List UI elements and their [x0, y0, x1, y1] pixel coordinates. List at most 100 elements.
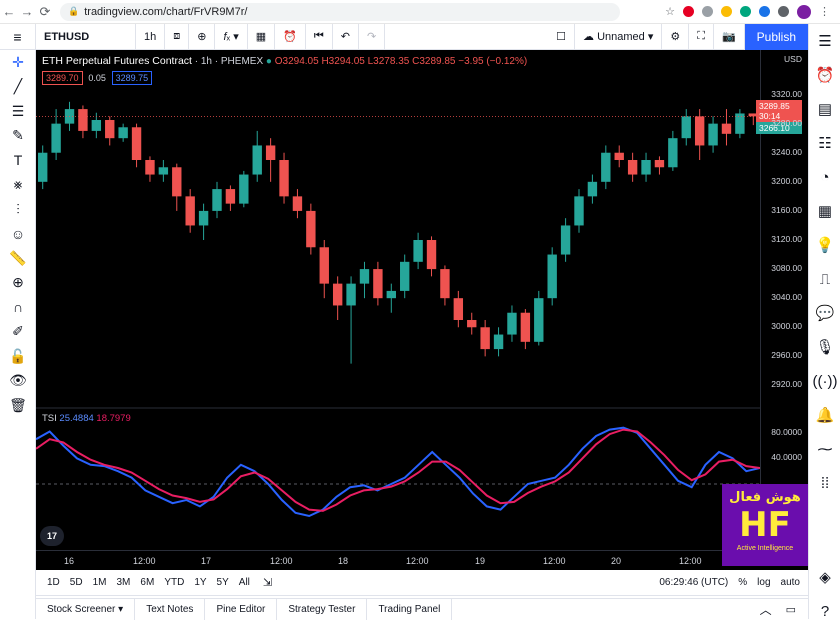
data-window-icon[interactable]: ▤	[817, 101, 833, 118]
candle	[373, 261, 383, 306]
alerts-clock-icon[interactable]: ⏰	[815, 67, 835, 84]
maximize-panel-icon[interactable]: ▭	[785, 603, 796, 616]
shield-icon[interactable]	[740, 6, 751, 17]
address-bar[interactable]: 🔒 tradingview.com/chart/FrVR9M7r/	[60, 2, 620, 21]
panel-pine-editor[interactable]: Pine Editor	[205, 598, 278, 620]
range-1y[interactable]: 1Y	[194, 577, 207, 588]
news-icon[interactable]: ☷	[818, 135, 832, 152]
logo-hf-mark: HF	[739, 505, 791, 545]
horizontal-lines-icon[interactable]: ☰	[11, 102, 25, 119]
chrome-icon[interactable]	[721, 6, 732, 17]
text-tool-icon[interactable]: T	[13, 152, 23, 169]
percent-toggle[interactable]: %	[738, 577, 748, 588]
pattern-icon[interactable]: ⨳	[13, 176, 23, 193]
zoom-icon[interactable]: ⊕	[12, 274, 24, 291]
grid-dots-icon[interactable]: ⁞⁞	[820, 474, 830, 492]
redo-icon[interactable]: ↷	[359, 23, 386, 50]
lock-drawing-icon[interactable]: ✐	[12, 323, 24, 340]
alert-icon[interactable]: ⏰	[275, 23, 306, 50]
main-menu-icon[interactable]: ≡	[0, 23, 36, 50]
undo-icon[interactable]: ↶	[333, 23, 359, 50]
buy-price-tag[interactable]: 3289.75	[111, 71, 153, 85]
candle	[614, 145, 624, 168]
lock-icon[interactable]: 🔓	[9, 347, 27, 364]
panel-strategy-tester[interactable]: Strategy Tester	[277, 598, 368, 620]
trend-line-icon[interactable]: ╱	[13, 78, 23, 95]
brush-icon[interactable]: ✎	[12, 127, 24, 144]
eye-icon[interactable]: 👁	[9, 372, 27, 389]
calendar-icon[interactable]: ▦	[817, 203, 833, 220]
price-scale[interactable]: USD 3289.85 30:14 3266.10 3320.00 3280.00…	[756, 50, 808, 550]
range-ytd[interactable]: YTD	[164, 577, 185, 588]
live-stream-icon[interactable]: ((·))	[812, 372, 838, 390]
forward-icon[interactable]: →	[20, 4, 34, 19]
range-5y[interactable]: 5Y	[216, 577, 229, 588]
range-all[interactable]: All	[238, 577, 250, 588]
range-1m[interactable]: 1M	[92, 577, 107, 588]
extension-icon[interactable]	[702, 6, 713, 17]
crosshair-icon[interactable]: ✛	[12, 53, 24, 70]
prediction-icon[interactable]: ⫶	[16, 200, 20, 217]
utc-clock[interactable]: 06:29:46 (UTC)	[659, 577, 729, 588]
compare-icon[interactable]: ⊕	[189, 23, 216, 50]
emoji-icon[interactable]: ☺	[10, 225, 26, 242]
profile-icon[interactable]	[797, 4, 811, 19]
ruler-icon[interactable]: 📏	[9, 249, 27, 266]
range-3m[interactable]: 3M	[116, 577, 131, 588]
streams-icon[interactable]: ⎍	[819, 270, 831, 288]
candle	[560, 218, 571, 262]
snapshot-camera-icon[interactable]: 📷	[714, 23, 745, 50]
sell-price-tag[interactable]: 3289.70	[42, 71, 83, 85]
pine-icon[interactable]: ⁓	[817, 441, 833, 458]
range-1d[interactable]: 1D	[47, 577, 60, 588]
candle	[721, 109, 732, 146]
range-6m[interactable]: 6M	[140, 577, 155, 588]
podcast-icon[interactable]: 🎙	[815, 339, 835, 356]
puzzle-icon[interactable]	[778, 6, 789, 17]
panel-stock-screener[interactable]: Stock Screener ▾	[36, 598, 136, 620]
interval-button[interactable]: 1h	[136, 23, 166, 50]
replay-icon[interactable]: ⏮	[306, 23, 333, 50]
legend-low: L3278.35	[367, 56, 410, 67]
tsi-name: TSI	[42, 413, 57, 424]
time-axis[interactable]: 16 12:00 17 12:00 18 12:00 19 12:00 20 12:00	[36, 550, 760, 570]
pinterest-icon[interactable]	[683, 6, 694, 17]
candle	[400, 254, 410, 299]
notifications-bell-icon[interactable]: 🔔	[815, 407, 835, 424]
watchlist-icon[interactable]: ☰	[818, 33, 832, 50]
panel-text-notes[interactable]: Text Notes	[135, 598, 206, 620]
help-icon[interactable]: ?	[820, 602, 830, 620]
range-5d[interactable]: 5D	[69, 577, 83, 588]
log-toggle[interactable]: log	[757, 577, 771, 588]
symbol-search[interactable]: ETHUSD	[36, 23, 136, 50]
chat-icon[interactable]: 💬	[815, 305, 835, 322]
legend-open: O3294.05	[274, 56, 319, 67]
watermark-logo: هوش فعال HF Active Intelligence	[722, 484, 808, 566]
hotlist-icon[interactable]: ◔	[820, 168, 830, 186]
templates-icon[interactable]: ▦	[248, 23, 276, 50]
auto-toggle[interactable]: auto	[780, 577, 800, 588]
layout-name-button[interactable]: ☁ Unnamed ▾	[575, 23, 663, 50]
collapse-panel-icon[interactable]: ︿	[759, 602, 772, 617]
bar-style-icon[interactable]: ⧈	[165, 23, 190, 50]
layers-icon[interactable]: ◈	[819, 569, 831, 586]
menu-dots-icon[interactable]: ⋮	[819, 6, 830, 18]
chart-canvas[interactable]: ETH Perpetual Futures Contract · 1h · PH…	[36, 50, 808, 570]
flag-icon[interactable]	[759, 6, 770, 17]
trash-icon[interactable]: 🗑	[9, 396, 27, 413]
reload-icon[interactable]: ⟳	[39, 3, 51, 19]
fullscreen-icon[interactable]: ⛶	[689, 23, 714, 50]
publish-button[interactable]: Publish	[744, 23, 808, 50]
settings-gear-icon[interactable]: ⚙	[662, 23, 690, 50]
price-chart-svg[interactable]	[36, 50, 760, 550]
panel-trading-panel[interactable]: Trading Panel	[367, 598, 453, 620]
go-to-date-icon[interactable]: ⇲	[262, 577, 273, 589]
back-icon[interactable]: ←	[2, 4, 16, 19]
star-icon[interactable]: ☆	[665, 6, 675, 18]
ideas-bulb-icon[interactable]: 💡	[815, 237, 835, 254]
magnet-icon[interactable]: ∩	[12, 299, 24, 316]
tradingview-logo-icon[interactable]: 17	[40, 526, 64, 546]
layout-checkbox[interactable]: ☐	[548, 23, 576, 50]
